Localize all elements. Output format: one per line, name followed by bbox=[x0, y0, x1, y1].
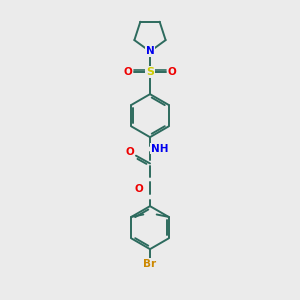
Text: Br: Br bbox=[143, 259, 157, 269]
Text: O: O bbox=[168, 68, 176, 77]
Text: S: S bbox=[146, 68, 154, 77]
Text: NH: NH bbox=[151, 143, 168, 154]
Text: O: O bbox=[126, 147, 134, 157]
Text: N: N bbox=[146, 46, 154, 56]
Text: O: O bbox=[134, 184, 143, 194]
Text: O: O bbox=[124, 68, 132, 77]
